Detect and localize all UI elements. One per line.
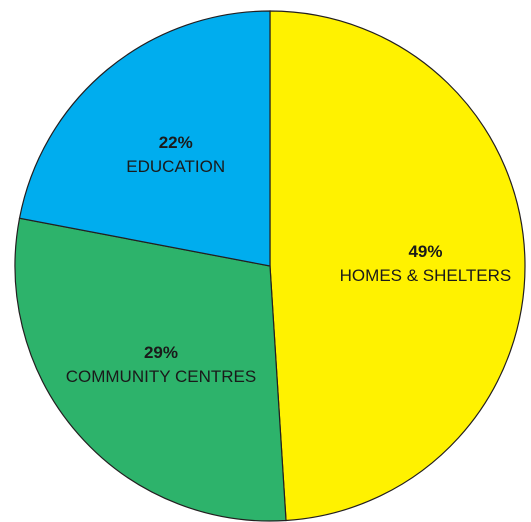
pie-slice-education (18, 10, 271, 267)
slice-percent-label: 22% (159, 133, 193, 152)
slice-category-label: EDUCATION (126, 157, 225, 176)
slice-percent-label: 29% (144, 343, 178, 362)
labels-layer: 49% HOMES & SHELTERS 29% COMMUNITY CENTRES 2… (66, 133, 512, 386)
pie-slice-homes-shelters (269, 10, 526, 522)
slice-category-label: COMMUNITY CENTRES (66, 367, 256, 386)
slice-percent-label: 49% (408, 242, 442, 261)
pie-slice-community-centres (14, 217, 287, 522)
slice-category-label: HOMES & SHELTERS (340, 266, 512, 285)
slices-layer (14, 10, 526, 522)
